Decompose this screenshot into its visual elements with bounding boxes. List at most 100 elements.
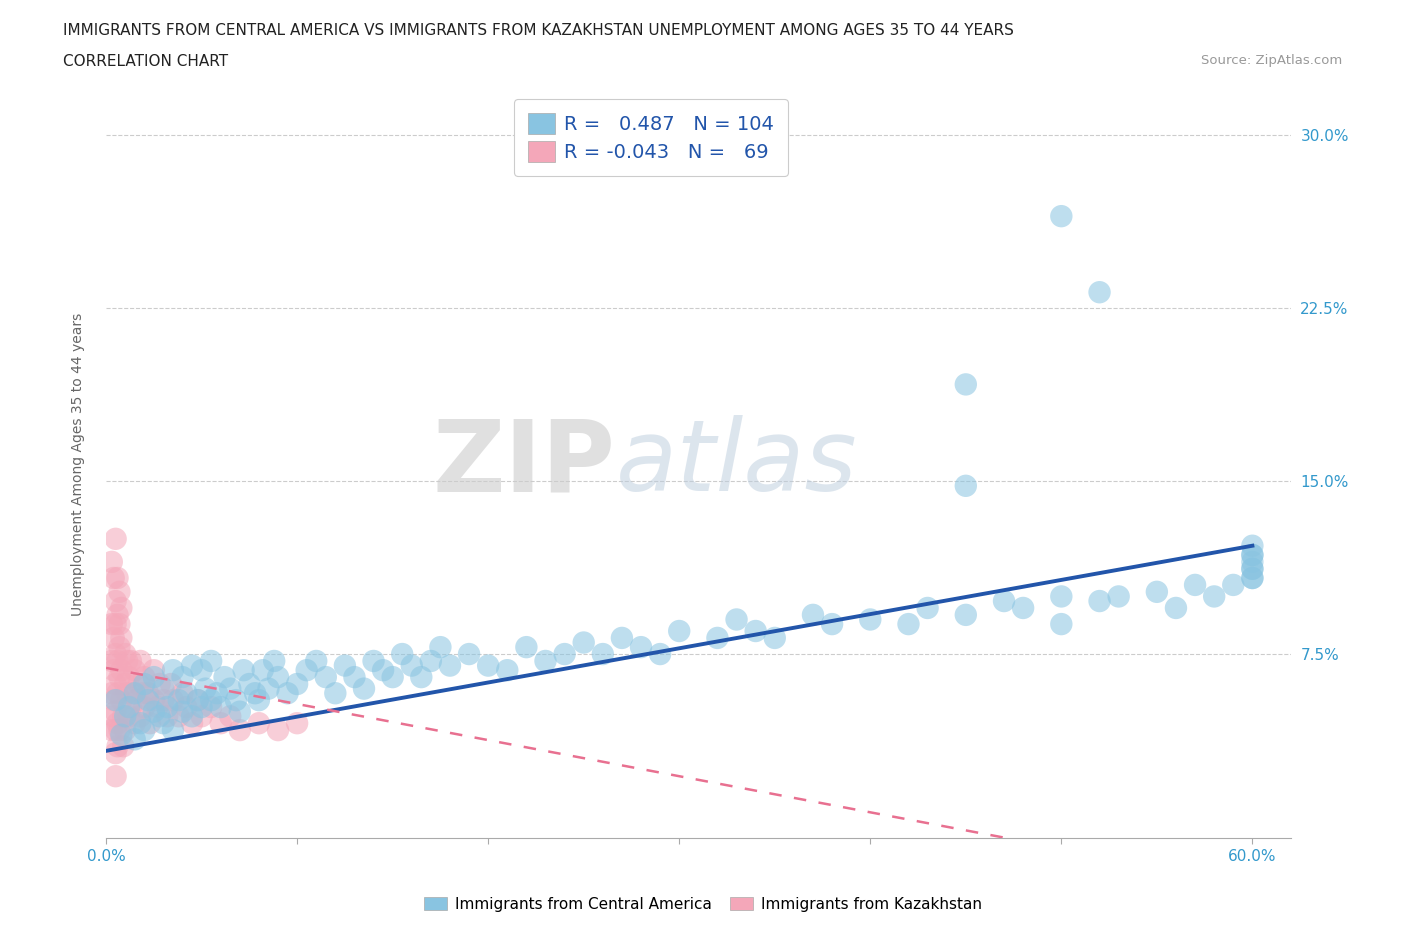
Point — [285, 716, 308, 731]
Point — [101, 617, 124, 631]
Point — [285, 677, 308, 692]
Point — [181, 716, 204, 731]
Point — [148, 677, 170, 692]
Point — [363, 654, 385, 669]
Point — [187, 693, 209, 708]
Point — [103, 709, 125, 724]
Point — [112, 738, 135, 753]
Point — [162, 693, 184, 708]
Point — [267, 723, 290, 737]
Point — [124, 685, 146, 700]
Point — [725, 612, 748, 627]
Point — [744, 624, 766, 639]
Point — [247, 693, 270, 708]
Point — [142, 670, 165, 684]
Point — [181, 658, 204, 673]
Point — [162, 663, 184, 678]
Point — [104, 723, 127, 737]
Point — [101, 554, 124, 569]
Point — [104, 677, 127, 692]
Point — [181, 709, 204, 724]
Point — [152, 716, 174, 731]
Point — [917, 601, 939, 616]
Point — [572, 635, 595, 650]
Text: Source: ZipAtlas.com: Source: ZipAtlas.com — [1202, 54, 1343, 67]
Point — [129, 654, 152, 669]
Point — [214, 670, 236, 684]
Point — [160, 677, 183, 692]
Point — [252, 663, 274, 678]
Point — [136, 685, 159, 700]
Point — [103, 693, 125, 708]
Point — [148, 709, 170, 724]
Point — [477, 658, 499, 673]
Point — [263, 654, 285, 669]
Point — [108, 617, 131, 631]
Point — [187, 693, 209, 708]
Point — [401, 658, 423, 673]
Point — [411, 670, 433, 684]
Point — [107, 716, 129, 731]
Point — [118, 699, 141, 714]
Point — [209, 699, 232, 714]
Text: atlas: atlas — [616, 416, 858, 512]
Point — [124, 663, 146, 678]
Point — [107, 571, 129, 586]
Point — [108, 584, 131, 599]
Point — [554, 646, 576, 661]
Point — [993, 593, 1015, 608]
Point — [534, 654, 557, 669]
Point — [103, 631, 125, 645]
Point — [219, 709, 242, 724]
Point — [1241, 548, 1264, 563]
Point — [1050, 617, 1073, 631]
Point — [129, 716, 152, 731]
Point — [156, 709, 179, 724]
Point — [114, 677, 136, 692]
Point — [232, 663, 254, 678]
Point — [229, 704, 252, 719]
Point — [200, 699, 222, 714]
Point — [429, 640, 451, 655]
Point — [592, 646, 614, 661]
Point — [238, 677, 260, 692]
Point — [131, 685, 153, 700]
Point — [176, 699, 198, 714]
Point — [114, 709, 136, 724]
Text: CORRELATION CHART: CORRELATION CHART — [63, 54, 228, 69]
Point — [1241, 554, 1264, 569]
Point — [128, 677, 150, 692]
Point — [200, 693, 222, 708]
Point — [650, 646, 672, 661]
Point — [1241, 562, 1264, 577]
Point — [108, 640, 131, 655]
Y-axis label: Unemployment Among Ages 35 to 44 years: Unemployment Among Ages 35 to 44 years — [72, 312, 86, 616]
Point — [104, 704, 127, 719]
Point — [955, 377, 977, 392]
Point — [225, 693, 247, 708]
Point — [110, 727, 132, 742]
Point — [103, 571, 125, 586]
Point — [200, 654, 222, 669]
Point — [104, 646, 127, 661]
Point — [104, 746, 127, 761]
Point — [419, 654, 441, 669]
Point — [325, 685, 347, 700]
Point — [107, 654, 129, 669]
Point — [371, 663, 394, 678]
Point — [101, 723, 124, 737]
Point — [391, 646, 413, 661]
Point — [190, 709, 212, 724]
Point — [496, 663, 519, 678]
Legend: R =   0.487   N = 104, R = -0.043   N =   69: R = 0.487 N = 104, R = -0.043 N = 69 — [515, 100, 787, 176]
Point — [108, 670, 131, 684]
Point — [343, 670, 366, 684]
Point — [1241, 548, 1264, 563]
Point — [115, 685, 138, 700]
Point — [1088, 285, 1111, 299]
Point — [104, 617, 127, 631]
Point — [1241, 571, 1264, 586]
Point — [859, 612, 882, 627]
Point — [458, 646, 481, 661]
Point — [176, 685, 198, 700]
